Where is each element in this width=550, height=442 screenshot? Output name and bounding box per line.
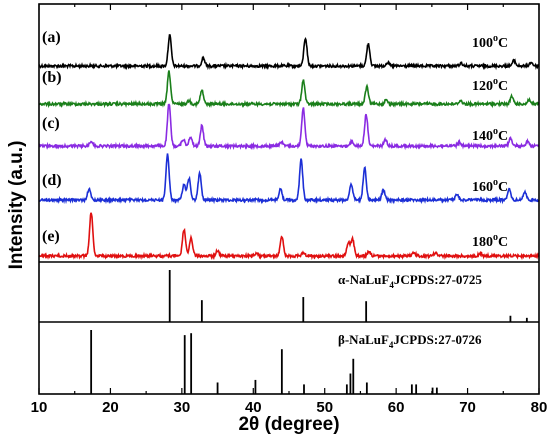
ref-2-label: β-NaLuF4JCPDS:27-0726 bbox=[338, 332, 482, 350]
labels-group: (a) 100oC (b) 120oC (c) 140oC (d) 160oC (e) 180oC bbox=[42, 29, 508, 250]
series-5-trace bbox=[38, 212, 540, 261]
series-5-temperature: 180oC bbox=[472, 232, 508, 250]
series-3-trace bbox=[38, 103, 540, 151]
x-tick-label-30: 30 bbox=[174, 399, 191, 416]
x-tick-label-50: 50 bbox=[316, 399, 333, 416]
ref-1-label: α-NaLuF4JCPDS:27-0725 bbox=[338, 272, 482, 290]
series-3-label: (c) bbox=[42, 115, 60, 132]
series-2-label: (b) bbox=[42, 69, 62, 86]
series-2-trace bbox=[38, 70, 540, 109]
series-5-label: (e) bbox=[42, 228, 60, 245]
series-3-temperature: 140oC bbox=[472, 126, 508, 144]
axes-group: 10 20 30 40 50 60 70 80 bbox=[31, 3, 548, 416]
x-tick-label-20: 20 bbox=[102, 399, 119, 416]
x-tick-label-80: 80 bbox=[531, 399, 548, 416]
series-1-label: (a) bbox=[42, 29, 61, 46]
x-axis-title: 2θ (degree) bbox=[238, 414, 339, 435]
series-4-trace bbox=[38, 153, 540, 205]
series-2-temperature: 120oC bbox=[472, 76, 508, 94]
series-4-temperature: 160oC bbox=[472, 177, 508, 195]
x-tick-label-60: 60 bbox=[388, 399, 405, 416]
series-1-temperature: 100oC bbox=[472, 33, 508, 51]
x-tick-label-70: 70 bbox=[459, 399, 476, 416]
reference-panels: α-NaLuF4JCPDS:27-0725 β-NaLuF4JCPDS:27-07… bbox=[90, 270, 528, 394]
series-1-trace bbox=[38, 34, 540, 71]
series-group bbox=[38, 34, 540, 261]
x-tick-label-40: 40 bbox=[245, 399, 262, 416]
y-axis-title: Intensity (a.u.) bbox=[6, 141, 27, 270]
x-tick-label-10: 10 bbox=[31, 399, 48, 416]
series-4-label: (d) bbox=[42, 172, 62, 189]
